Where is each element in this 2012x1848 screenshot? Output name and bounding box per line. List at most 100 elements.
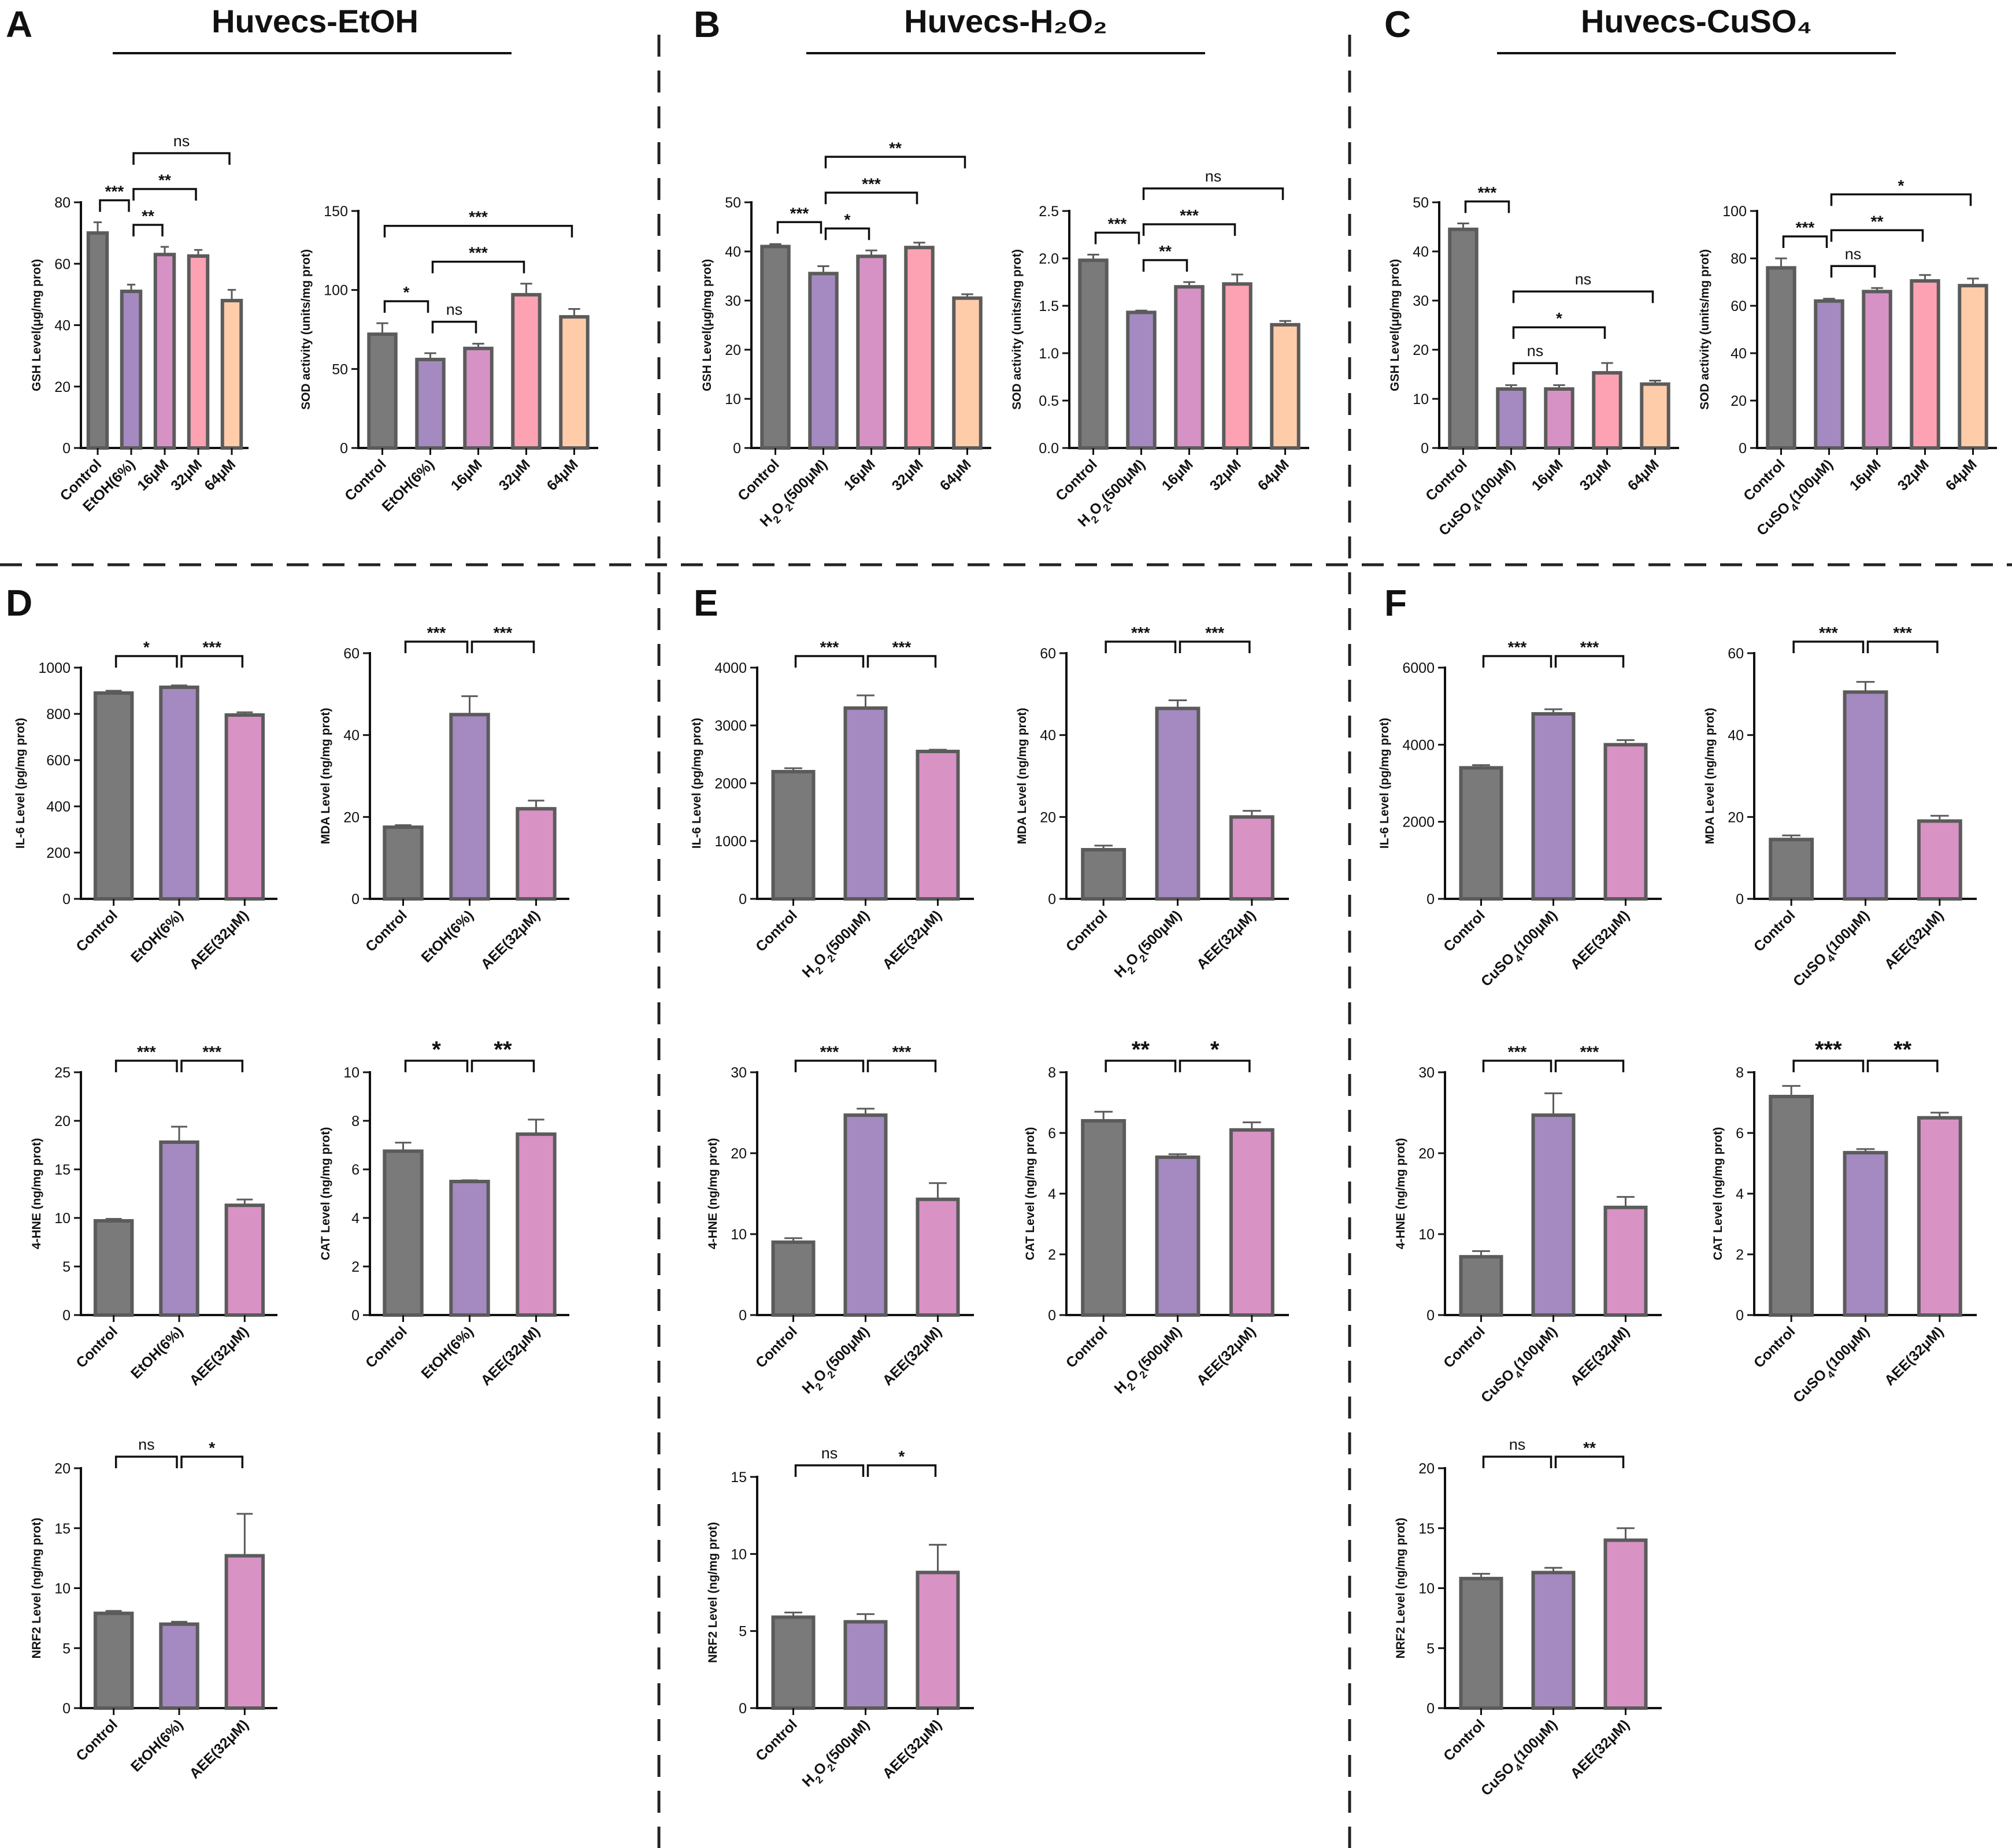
x-tick-label: Control	[1440, 1323, 1488, 1371]
y-tick-label: 40	[1728, 728, 1744, 744]
y-axis-label: CAT Level (ng/mg prot)	[1024, 1127, 1037, 1261]
significance-label: ***	[469, 244, 488, 262]
significance-label: ***	[202, 638, 221, 656]
x-tick-label: 32μM	[1207, 456, 1244, 494]
y-tick-label: 30	[1418, 1065, 1435, 1081]
bar-4	[559, 315, 590, 450]
bar-1	[1843, 690, 1888, 901]
y-tick-label: 200	[46, 845, 71, 861]
y-tick-label: 0	[1048, 1308, 1056, 1324]
x-tick-label: Control	[753, 1716, 801, 1764]
significance-bracket	[114, 655, 178, 668]
y-tick-label: 15	[54, 1162, 71, 1178]
y-tick-label: 20	[343, 809, 360, 825]
y-tick-label: 4	[1048, 1186, 1056, 1202]
bar-4	[1958, 284, 1988, 450]
chart-e2: 0 20 40 60 MDA Level (ng/mg prot) ControlH2O2…	[1016, 624, 1289, 984]
significance-bracket	[866, 1060, 937, 1072]
bar-0	[1769, 838, 1814, 901]
x-tick-label: CuSO4(100μM)	[1790, 907, 1876, 992]
y-tick-label: 80	[1731, 251, 1747, 267]
x-tick-label: Control	[1053, 456, 1101, 504]
x-tick-label: CuSO4(100μM)	[1478, 1716, 1563, 1802]
y-tick-label: 50	[332, 361, 348, 377]
y-axis-label: CAT Level (ng/mg prot)	[1711, 1127, 1725, 1261]
y-axis-label: 4-HNE (ng/mg prot)	[30, 1138, 43, 1249]
x-tick-label: AEE(32μM)	[1194, 907, 1259, 972]
bar-1	[1814, 299, 1844, 450]
significance-label: ***	[1819, 624, 1838, 642]
bar-3	[187, 254, 210, 450]
x-tick-label: H2O2(500μM)	[799, 907, 876, 984]
y-tick-label: 10	[731, 1546, 747, 1562]
y-tick-label: 150	[324, 203, 348, 220]
y-tick-label: 0	[62, 1308, 71, 1324]
significance-bracket	[1094, 231, 1140, 245]
x-tick-label: Control	[753, 1323, 801, 1371]
significance-label: ***	[1815, 1037, 1842, 1062]
significance-bracket	[1464, 200, 1510, 213]
x-tick-label: 16μM	[134, 456, 172, 494]
significance-label: ***	[105, 183, 124, 201]
bar-0	[93, 1612, 134, 1710]
significance-label: **	[889, 139, 902, 157]
y-tick-label: 3000	[714, 718, 747, 734]
x-tick-label: 64μM	[937, 456, 974, 494]
bar-1	[1155, 706, 1200, 901]
bar-1	[1531, 712, 1576, 901]
y-tick-label: 10	[1413, 391, 1429, 408]
x-tick-label: Control	[362, 907, 410, 955]
y-tick-label: 0	[1048, 891, 1056, 908]
significance-label: ***	[137, 1043, 156, 1061]
y-axis-label: NRF2 Level (ng/mg prot)	[1394, 1518, 1407, 1659]
significance-bracket	[1792, 640, 1865, 653]
x-tick-label: H2O2(500μM)	[799, 1716, 876, 1793]
y-tick-label: 15	[1418, 1521, 1435, 1537]
significance-label: ***	[469, 208, 488, 226]
bar-2	[1603, 1538, 1648, 1710]
bar-4	[1640, 382, 1670, 450]
x-tick-label: 32μM	[1895, 456, 1932, 494]
y-tick-label: 0	[1426, 1701, 1435, 1717]
x-tick-label: Control	[362, 1323, 410, 1371]
x-tick-label: AEE(32μM)	[1881, 907, 1947, 972]
significance-bracket	[180, 1060, 244, 1072]
significance-bracket	[1482, 1060, 1552, 1072]
panel-letter-b: B	[694, 3, 720, 45]
x-tick-label: EtOH(6%)	[128, 1323, 186, 1382]
x-tick-label: AEE(32μM)	[186, 1716, 251, 1782]
bar-2	[224, 713, 265, 901]
bar-2	[1603, 743, 1648, 901]
y-axis-label: GSH Level(μg/mg prot)	[30, 259, 43, 391]
bar-2	[1229, 1128, 1274, 1317]
x-tick-label: AEE(32μM)	[478, 1323, 543, 1388]
y-tick-label: 0.0	[1039, 440, 1059, 457]
chart-f3: 0 10 20 30 4-HNE (ng/mg prot) ControlCuSO4(10…	[1394, 1043, 1662, 1406]
bar-1	[1531, 1571, 1576, 1710]
significance-label: ***	[1580, 1043, 1599, 1061]
y-tick-label: 0	[1426, 1308, 1435, 1324]
bar-0	[383, 825, 424, 901]
y-tick-label: 10	[725, 391, 741, 408]
x-tick-label: Control	[1740, 456, 1788, 504]
bar-1	[1155, 1156, 1200, 1317]
y-tick-label: 4000	[714, 660, 747, 676]
y-tick-label: 40	[1731, 346, 1747, 362]
bar-1	[415, 357, 446, 450]
bar-1	[449, 1180, 490, 1317]
bar-3	[1910, 279, 1940, 450]
bar-2	[516, 807, 557, 901]
y-axis-label: SOD activity (units/mg prot)	[1010, 249, 1024, 410]
significance-label: ***	[1796, 218, 1815, 236]
x-tick-label: H2O2(500μM)	[1111, 907, 1188, 984]
x-tick-label: EtOH(6%)	[128, 1716, 186, 1775]
x-tick-label: AEE(32μM)	[880, 1323, 945, 1388]
significance-bracket	[1830, 193, 1972, 206]
chart-d2: 0 20 40 60 MDA Level (ng/mg prot) Control EtOH…	[319, 624, 569, 973]
bar-2	[1917, 819, 1962, 901]
bar-0	[1766, 266, 1796, 450]
panel-letter-d: D	[6, 582, 32, 624]
y-axis-label: IL-6 Level (pg/mg prot)	[690, 718, 703, 849]
x-tick-label: 32μM	[889, 456, 927, 494]
